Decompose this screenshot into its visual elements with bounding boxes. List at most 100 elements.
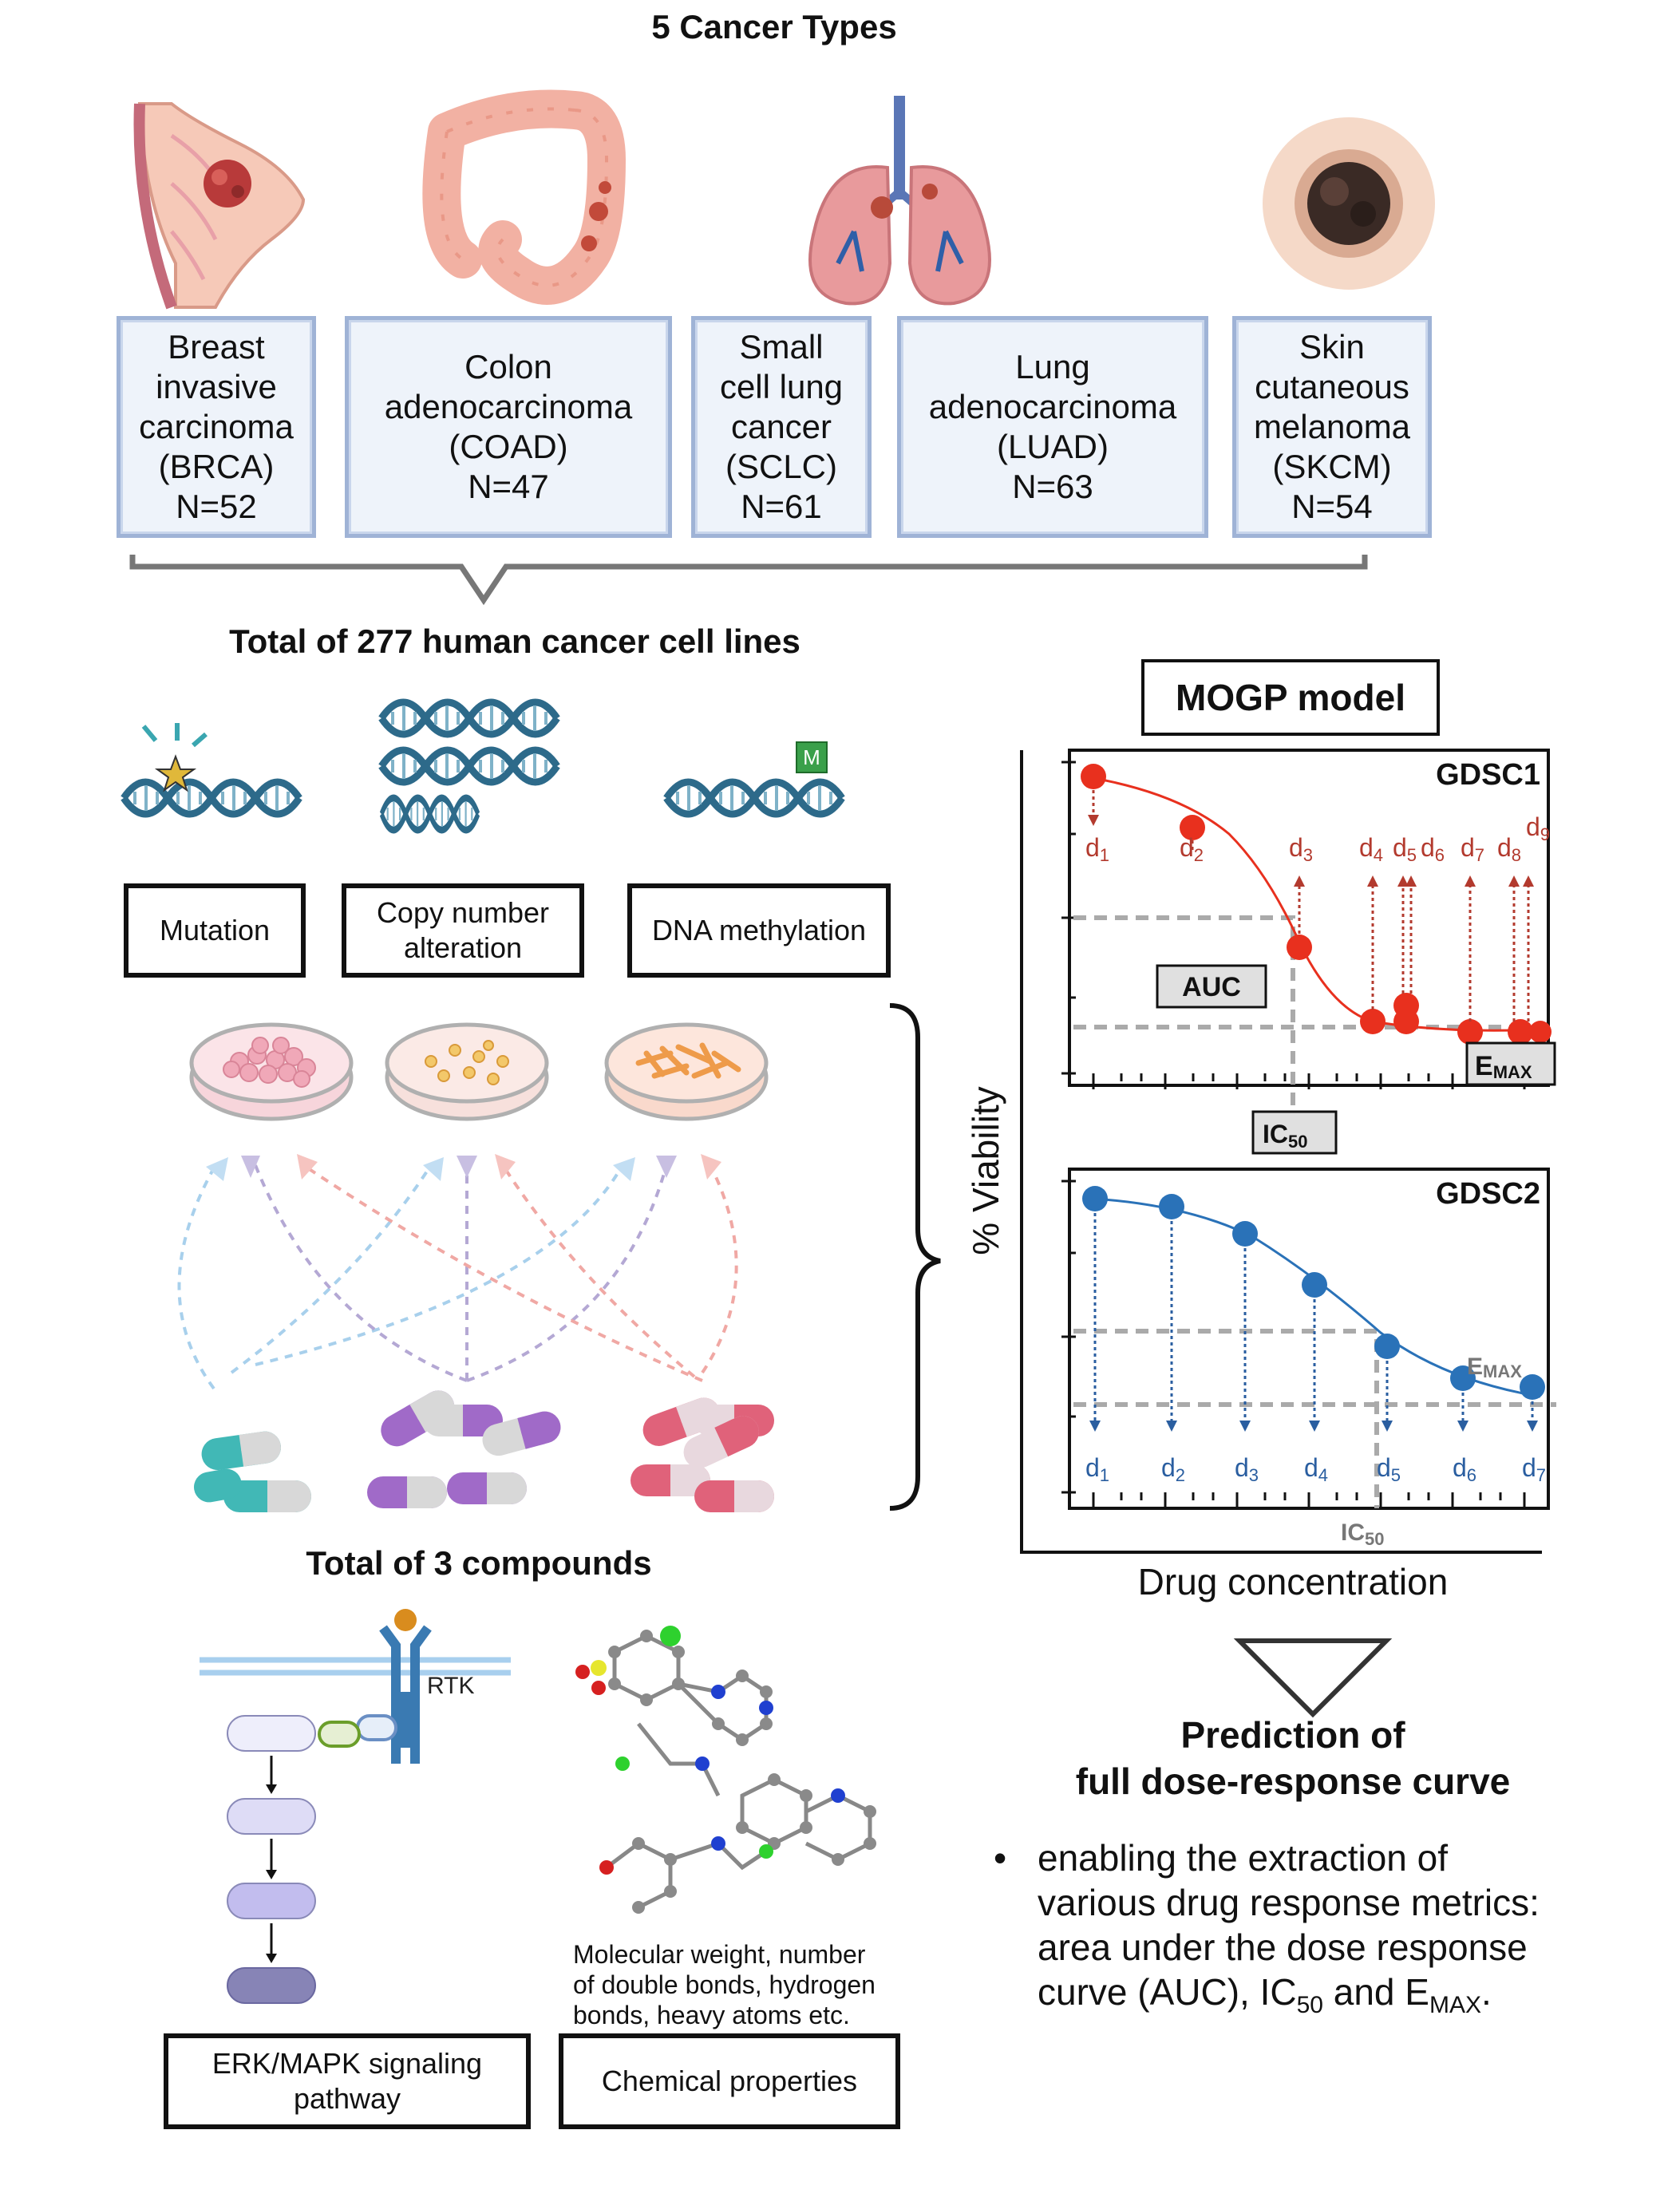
bullet-marker-icon: • bbox=[994, 1837, 1007, 1879]
gdsc1-chart: d1 d2 d3 d4 d5 d6 d7 d8 d9 GDSC1 AUC EMA… bbox=[1061, 749, 1556, 1155]
brca-line-5: N=52 bbox=[176, 488, 257, 525]
pathway-box: ERK/MAPK signaling pathway bbox=[164, 2033, 531, 2129]
capsule-group-purple bbox=[367, 1390, 561, 1508]
gdsc2-dose-label: d5 bbox=[1377, 1453, 1401, 1485]
chemical-description: Molecular weight, number of double bonds… bbox=[573, 1939, 908, 2030]
sclc-line-4: (SCLC) bbox=[725, 448, 837, 485]
methylation-label: DNA methylation bbox=[651, 914, 867, 946]
cell-lines-title: Total of 277 human cancer cell lines bbox=[229, 622, 800, 660]
methylation-mark: M bbox=[803, 745, 820, 769]
luad-line-4: N=63 bbox=[1012, 468, 1093, 505]
gdsc1-ic50-label: IC50 bbox=[1263, 1120, 1307, 1152]
sclc-line-1: Small bbox=[739, 328, 824, 366]
mutation-box: Mutation bbox=[124, 883, 306, 978]
pathway-label-line2: pathway bbox=[293, 2082, 401, 2115]
skcm-line-4: (SKCM) bbox=[1272, 448, 1392, 485]
gdsc1-point bbox=[1081, 764, 1106, 789]
gdsc1-dose-label: d8 bbox=[1497, 833, 1521, 865]
luad-line-2: adenocarcinoma bbox=[928, 388, 1177, 425]
y-axis-label: % Viability bbox=[965, 1086, 1006, 1255]
petri-dish-2-icon bbox=[385, 1022, 549, 1121]
methylation-box: DNA methylation bbox=[627, 883, 891, 978]
chemical-desc-line3: bonds, heavy atoms etc. bbox=[573, 2001, 850, 2029]
gdsc2-dose-label: d2 bbox=[1161, 1453, 1185, 1485]
sclc-line-5: N=61 bbox=[741, 488, 822, 525]
cancer-type-sclc: Small cell lung cancer (SCLC) N=61 bbox=[691, 316, 872, 538]
gdsc1-point bbox=[1508, 1019, 1533, 1045]
cancer-types-title: 5 Cancer Types bbox=[651, 8, 897, 45]
gdsc1-title: GDSC1 bbox=[1436, 758, 1540, 792]
gdsc1-point bbox=[1180, 815, 1205, 840]
lungs-icon bbox=[808, 96, 991, 306]
bullet-line2: various drug response metrics: bbox=[1038, 1882, 1540, 1923]
molecule-structures-icon bbox=[575, 1626, 876, 1914]
cancer-type-coad: Colon adenocarcinoma (COAD) N=47 bbox=[345, 316, 672, 538]
prediction-title: Prediction of full dose-response curve bbox=[1014, 1712, 1572, 1804]
breast-icon bbox=[133, 102, 306, 310]
gdsc2-dose-label: d6 bbox=[1453, 1453, 1476, 1485]
gdsc2-chart: d1 d2 d3 d4 d5 d6 d7 GDSC2 EMAX IC50 bbox=[1061, 1168, 1556, 1549]
gdsc1-point bbox=[1393, 1009, 1419, 1034]
erk-mapk-pathway-diagram: RTK bbox=[200, 1609, 511, 2004]
gdsc2-dose-label: d4 bbox=[1304, 1453, 1328, 1485]
gdsc2-point bbox=[1302, 1272, 1327, 1298]
cancer-type-skcm: Skin cutaneous melanoma (SKCM) N=54 bbox=[1232, 316, 1432, 538]
luad-line-1: Lung bbox=[1015, 348, 1090, 385]
petri-dish-3-icon bbox=[604, 1022, 769, 1121]
bullet-point: • enabling the extraction of various dru… bbox=[994, 1836, 1648, 2028]
grouping-curly-brace bbox=[889, 1003, 941, 1511]
brca-line-2: invasive bbox=[156, 368, 277, 405]
cell-drug-interaction-diagram bbox=[177, 1003, 941, 1512]
gdsc2-point bbox=[1520, 1374, 1545, 1400]
gdsc1-dose-label: d6 bbox=[1421, 833, 1445, 865]
gdsc1-point bbox=[1360, 1009, 1386, 1034]
prediction-line1: Prediction of bbox=[1180, 1714, 1405, 1756]
cancer-type-luad: Lung adenocarcinoma (LUAD) N=63 bbox=[897, 316, 1208, 538]
skcm-line-3: melanoma bbox=[1253, 408, 1411, 445]
bullet-line3: area under the dose response bbox=[1038, 1926, 1528, 1968]
gdsc1-point bbox=[1287, 935, 1312, 960]
gdsc1-point bbox=[1457, 1019, 1483, 1045]
cna-label-line2: alteration bbox=[403, 931, 523, 964]
bullet-line4: curve (AUC), IC50 and EMAX. bbox=[1038, 1971, 1492, 2019]
gdsc2-ic50-label: IC50 bbox=[1341, 1519, 1384, 1549]
cna-dna-icon bbox=[381, 702, 557, 830]
auc-label: AUC bbox=[1182, 972, 1241, 1002]
gdsc1-point bbox=[1529, 1021, 1552, 1043]
chemical-properties-label: Chemical properties bbox=[601, 2065, 858, 2097]
skin-lesion-icon bbox=[1263, 117, 1435, 290]
gdsc1-dose-label: d1 bbox=[1085, 833, 1109, 865]
skcm-line-2: cutaneous bbox=[1255, 368, 1409, 405]
arrowheads bbox=[206, 1154, 721, 1181]
gdsc2-dose-label: d1 bbox=[1085, 1453, 1109, 1485]
gdsc2-title: GDSC2 bbox=[1436, 1177, 1540, 1211]
brca-line-4: (BRCA) bbox=[158, 448, 275, 485]
gdsc1-dose-label: d9 bbox=[1526, 812, 1550, 844]
coad-line-1: Colon bbox=[464, 348, 552, 385]
x-axis-label: Drug concentration bbox=[1137, 1561, 1449, 1602]
mogp-outer-axes bbox=[1020, 750, 1542, 1554]
compounds-title: Total of 3 compounds bbox=[306, 1544, 652, 1582]
methylation-dna-icon: M bbox=[666, 741, 842, 814]
brca-line-3: carcinoma bbox=[139, 408, 294, 445]
cna-label-line1: Copy number bbox=[376, 896, 550, 929]
down-arrow-icon bbox=[1233, 1638, 1393, 1718]
gdsc2-dose-label: d3 bbox=[1235, 1453, 1259, 1485]
rtk-label: RTK bbox=[427, 1673, 474, 1699]
cancer-types-brace bbox=[129, 555, 1368, 606]
gdsc1-dose-label: d3 bbox=[1289, 833, 1313, 865]
capsule-group-teal bbox=[194, 1431, 311, 1512]
coad-line-3: (COAD) bbox=[449, 428, 568, 465]
chemical-desc-line1: Molecular weight, number bbox=[573, 1940, 866, 1969]
cna-box: Copy number alteration bbox=[342, 883, 584, 978]
gdsc2-point bbox=[1159, 1194, 1184, 1219]
gdsc2-dose-label: d7 bbox=[1522, 1453, 1546, 1485]
skcm-line-1: Skin bbox=[1299, 328, 1365, 366]
gdsc1-dose-label: d4 bbox=[1359, 833, 1383, 865]
gdsc1-dose-label: d2 bbox=[1180, 833, 1204, 865]
mogp-model-title: MOGP model bbox=[1176, 677, 1405, 718]
mutation-dna-icon bbox=[124, 723, 299, 814]
gdsc2-point bbox=[1082, 1186, 1108, 1211]
mogp-model-box: MOGP model bbox=[1141, 659, 1440, 736]
mutation-label: Mutation bbox=[159, 914, 271, 946]
